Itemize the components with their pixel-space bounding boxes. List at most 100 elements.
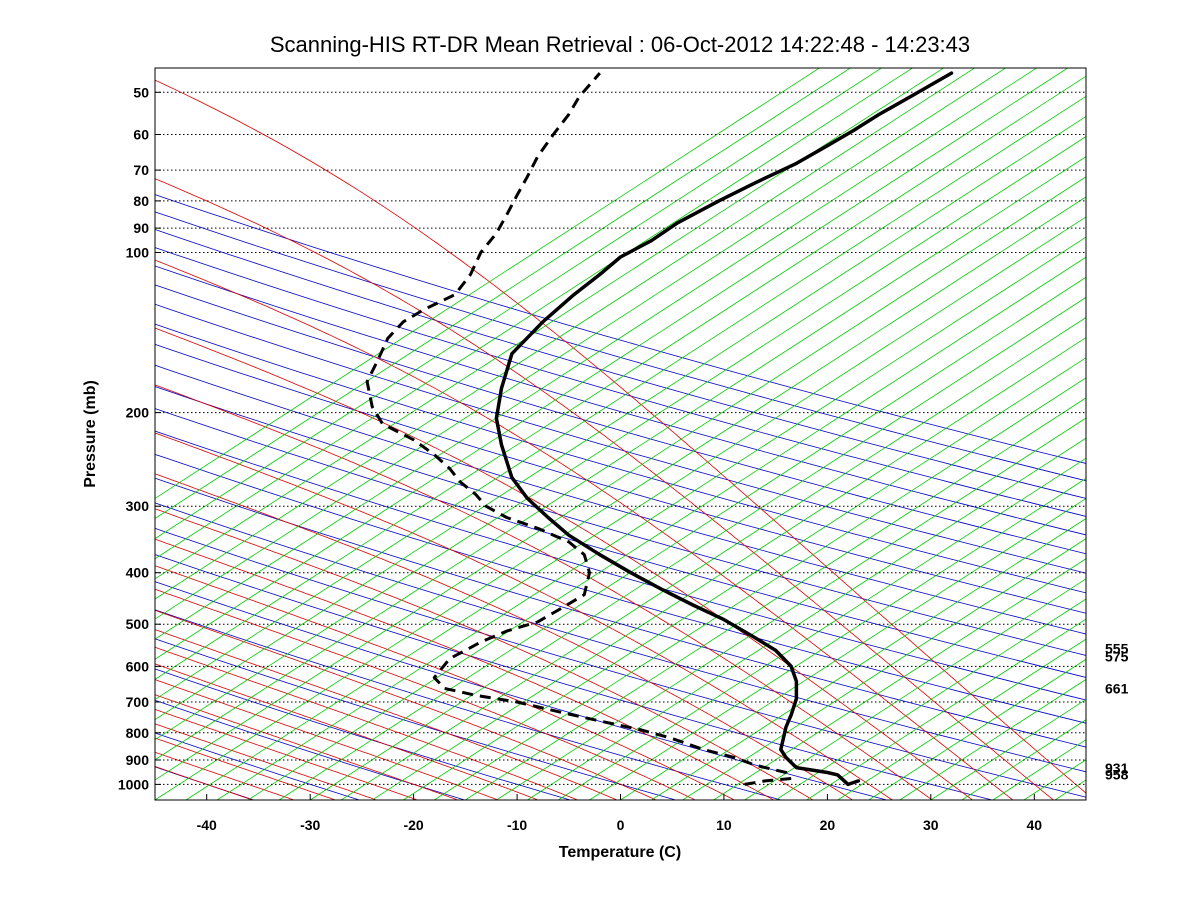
- x-tick-label-40: 40: [1027, 817, 1043, 833]
- mixing-ratio-line: [1179, 63, 1200, 800]
- mixing-ratio-line: [155, 156, 1086, 761]
- x-tick-label-0: 0: [617, 817, 625, 833]
- level-annotation-555: 555: [1105, 640, 1129, 656]
- y-tick-label-90: 90: [133, 220, 149, 236]
- mixing-ratio-line: [651, 518, 1086, 800]
- mixing-ratio-line: [155, 176, 1086, 781]
- mixing-ratio-line: [185, 216, 1086, 800]
- dry-adiabat: [155, 386, 1086, 656]
- dry-adiabat: [155, 408, 1086, 678]
- dry-adiabat: [155, 247, 1086, 517]
- mixing-ratio-line: [155, 95, 1086, 700]
- series-temperature: [494, 71, 954, 787]
- mixing-ratio-line: [837, 638, 1086, 800]
- y-tick-label-800: 800: [126, 725, 150, 741]
- y-tick-label-70: 70: [133, 162, 149, 178]
- level-annotation-661: 661: [1105, 681, 1129, 697]
- chart-title: Scanning-HIS RT-DR Mean Retrieval : 06-O…: [270, 32, 970, 57]
- dry-adiabat: [0, 63, 43, 800]
- level-annotation-958: 958: [1105, 767, 1129, 783]
- y-tick-label-700: 700: [126, 694, 150, 710]
- x-tick-label--40: -40: [197, 817, 217, 833]
- mixing-ratio-line: [155, 68, 914, 560]
- mixing-ratio-line: [496, 417, 1086, 800]
- moist-adiabat: [155, 178, 1054, 800]
- moist-adiabat: [155, 679, 499, 800]
- y-tick-label-50: 50: [133, 84, 149, 100]
- mixing-ratio-line: [155, 68, 1038, 640]
- dry-adiabat: [155, 668, 571, 800]
- mixing-ratio-line: [155, 136, 1086, 741]
- dry-adiabat: [155, 502, 1086, 773]
- mixing-ratio-line: [558, 457, 1086, 800]
- plot-frame: [154, 67, 1087, 801]
- y-tick-label-80: 80: [133, 193, 149, 209]
- moist-adiabat: [155, 538, 774, 800]
- dry-adiabat: [155, 229, 1086, 499]
- level-annotation-575: 575: [1105, 649, 1129, 665]
- dry-adiabat: [155, 194, 1086, 464]
- dry-adiabat: [155, 527, 1086, 798]
- mixing-ratio-line: [620, 497, 1086, 800]
- x-axis-ticks: -40 -30 -20 -10 0 10 20 30 40: [197, 794, 1043, 833]
- mixing-ratio-line: [155, 68, 1069, 660]
- dry-adiabat: [155, 343, 1086, 614]
- x-tick-label--20: -20: [403, 817, 423, 833]
- dry-adiabat: [155, 477, 1086, 748]
- level-annotation-931: 931: [1105, 760, 1129, 776]
- mixing-ratio-line: [1085, 799, 1086, 800]
- mixing-ratio-line: [465, 397, 1086, 800]
- moist-adiabat: [155, 708, 418, 800]
- mixing-ratio-line: [713, 558, 1086, 800]
- dry-adiabat: [155, 284, 1086, 555]
- dry-adiabat: [155, 323, 1086, 594]
- mixing-ratio-line: [527, 437, 1086, 800]
- moist-adiabat: [155, 327, 973, 800]
- x-tick-label-30: 30: [923, 817, 939, 833]
- mixing-ratio-line: [899, 678, 1086, 800]
- mixing-ratio-line: [155, 115, 1086, 721]
- mixing-ratio-line: [403, 357, 1086, 800]
- mixing-ratio-line: [155, 196, 1086, 800]
- x-tick-label-10: 10: [716, 817, 732, 833]
- dry-adiabat: [155, 732, 360, 800]
- dry-adiabat: [155, 303, 1086, 574]
- x-tick-label--10: -10: [507, 817, 527, 833]
- dry-adiabat: [155, 638, 676, 800]
- moist-adiabat: [155, 737, 336, 800]
- x-tick-label-20: 20: [820, 817, 836, 833]
- dry-adiabat: [155, 364, 1086, 635]
- y-tick-label-100: 100: [126, 245, 150, 261]
- moist-adiabat: [155, 751, 295, 800]
- mixing-ratio-line: [216, 236, 1086, 800]
- x-tick-label--30: -30: [300, 817, 320, 833]
- mixing-ratio-line: [155, 68, 852, 519]
- mixing-ratio-line: [309, 296, 1086, 800]
- mixing-ratio-line: [340, 316, 1086, 800]
- series-dewpoint: [365, 72, 793, 786]
- dry-adiabat: [155, 609, 782, 800]
- moist-adiabat: [155, 473, 853, 800]
- y-tick-label-60: 60: [133, 127, 149, 143]
- moist-adiabat: [155, 629, 618, 800]
- mixing-ratio-line: [992, 739, 1086, 800]
- mixing-ratio-line: [155, 68, 945, 580]
- moist-adiabat: [155, 79, 1086, 794]
- moist-adiabat: [155, 646, 578, 800]
- mixing-ratio-line: [1148, 63, 1200, 800]
- dry-adiabat: [0, 63, 148, 800]
- mixing-ratio-line: [155, 68, 883, 540]
- background-lines: [0, 63, 1200, 800]
- mixing-ratio-line: [371, 337, 1086, 800]
- x-axis-label: Temperature (C): [559, 844, 681, 861]
- y-axis-label: Pressure (mb): [82, 380, 99, 488]
- y-tick-label-600: 600: [126, 658, 150, 674]
- mixing-ratio-line: [682, 538, 1086, 800]
- moist-adiabat: [155, 694, 459, 800]
- dry-adiabat: [155, 265, 1086, 536]
- mixing-ratio-line: [744, 578, 1086, 800]
- y-tick-label-500: 500: [126, 616, 150, 632]
- y-tick-label-200: 200: [126, 405, 150, 421]
